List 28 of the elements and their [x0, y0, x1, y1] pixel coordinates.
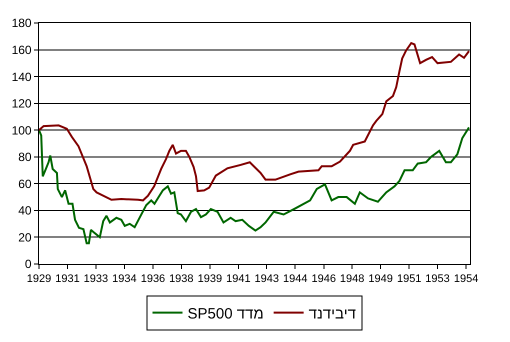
x-tick-label: 1941: [226, 273, 251, 286]
x-tick-label: 1938: [169, 273, 194, 286]
x-tick-label: 1939: [198, 273, 222, 286]
y-tick-label: 20: [18, 230, 32, 244]
y-tick-label: 40: [18, 204, 32, 218]
y-tick-label: 60: [18, 176, 32, 191]
legend-label: דיבידנד: [308, 305, 356, 322]
x-tick-label: 1929: [26, 273, 52, 286]
x-tick-label: 1951: [396, 273, 422, 286]
y-tick-label: 120: [12, 96, 32, 111]
x-tick-label: 1944: [283, 273, 308, 286]
x-tick-label: 1933: [84, 273, 108, 286]
x-tick-label: 1931: [55, 273, 80, 286]
y-tick-label: 140: [12, 70, 32, 84]
y-tick-label: 160: [12, 42, 32, 57]
y-tick-label: 100: [12, 123, 32, 138]
legend-label: SP500 מדד: [188, 305, 264, 322]
x-tick-label: 1949: [368, 273, 393, 286]
y-tick-label: 0: [24, 257, 32, 272]
y-tick-label: 80: [18, 150, 32, 164]
x-tick-label: 1948: [340, 273, 364, 286]
x-tick-label: 1936: [140, 273, 166, 286]
x-tick-label: 1953: [425, 273, 450, 286]
x-tick-label: 1954: [454, 273, 478, 286]
x-tick-label: 1946: [312, 273, 336, 286]
y-tick-label: 180: [12, 16, 32, 30]
x-tick-label: 1934: [112, 273, 137, 286]
x-tick-label: 1943: [254, 273, 279, 286]
